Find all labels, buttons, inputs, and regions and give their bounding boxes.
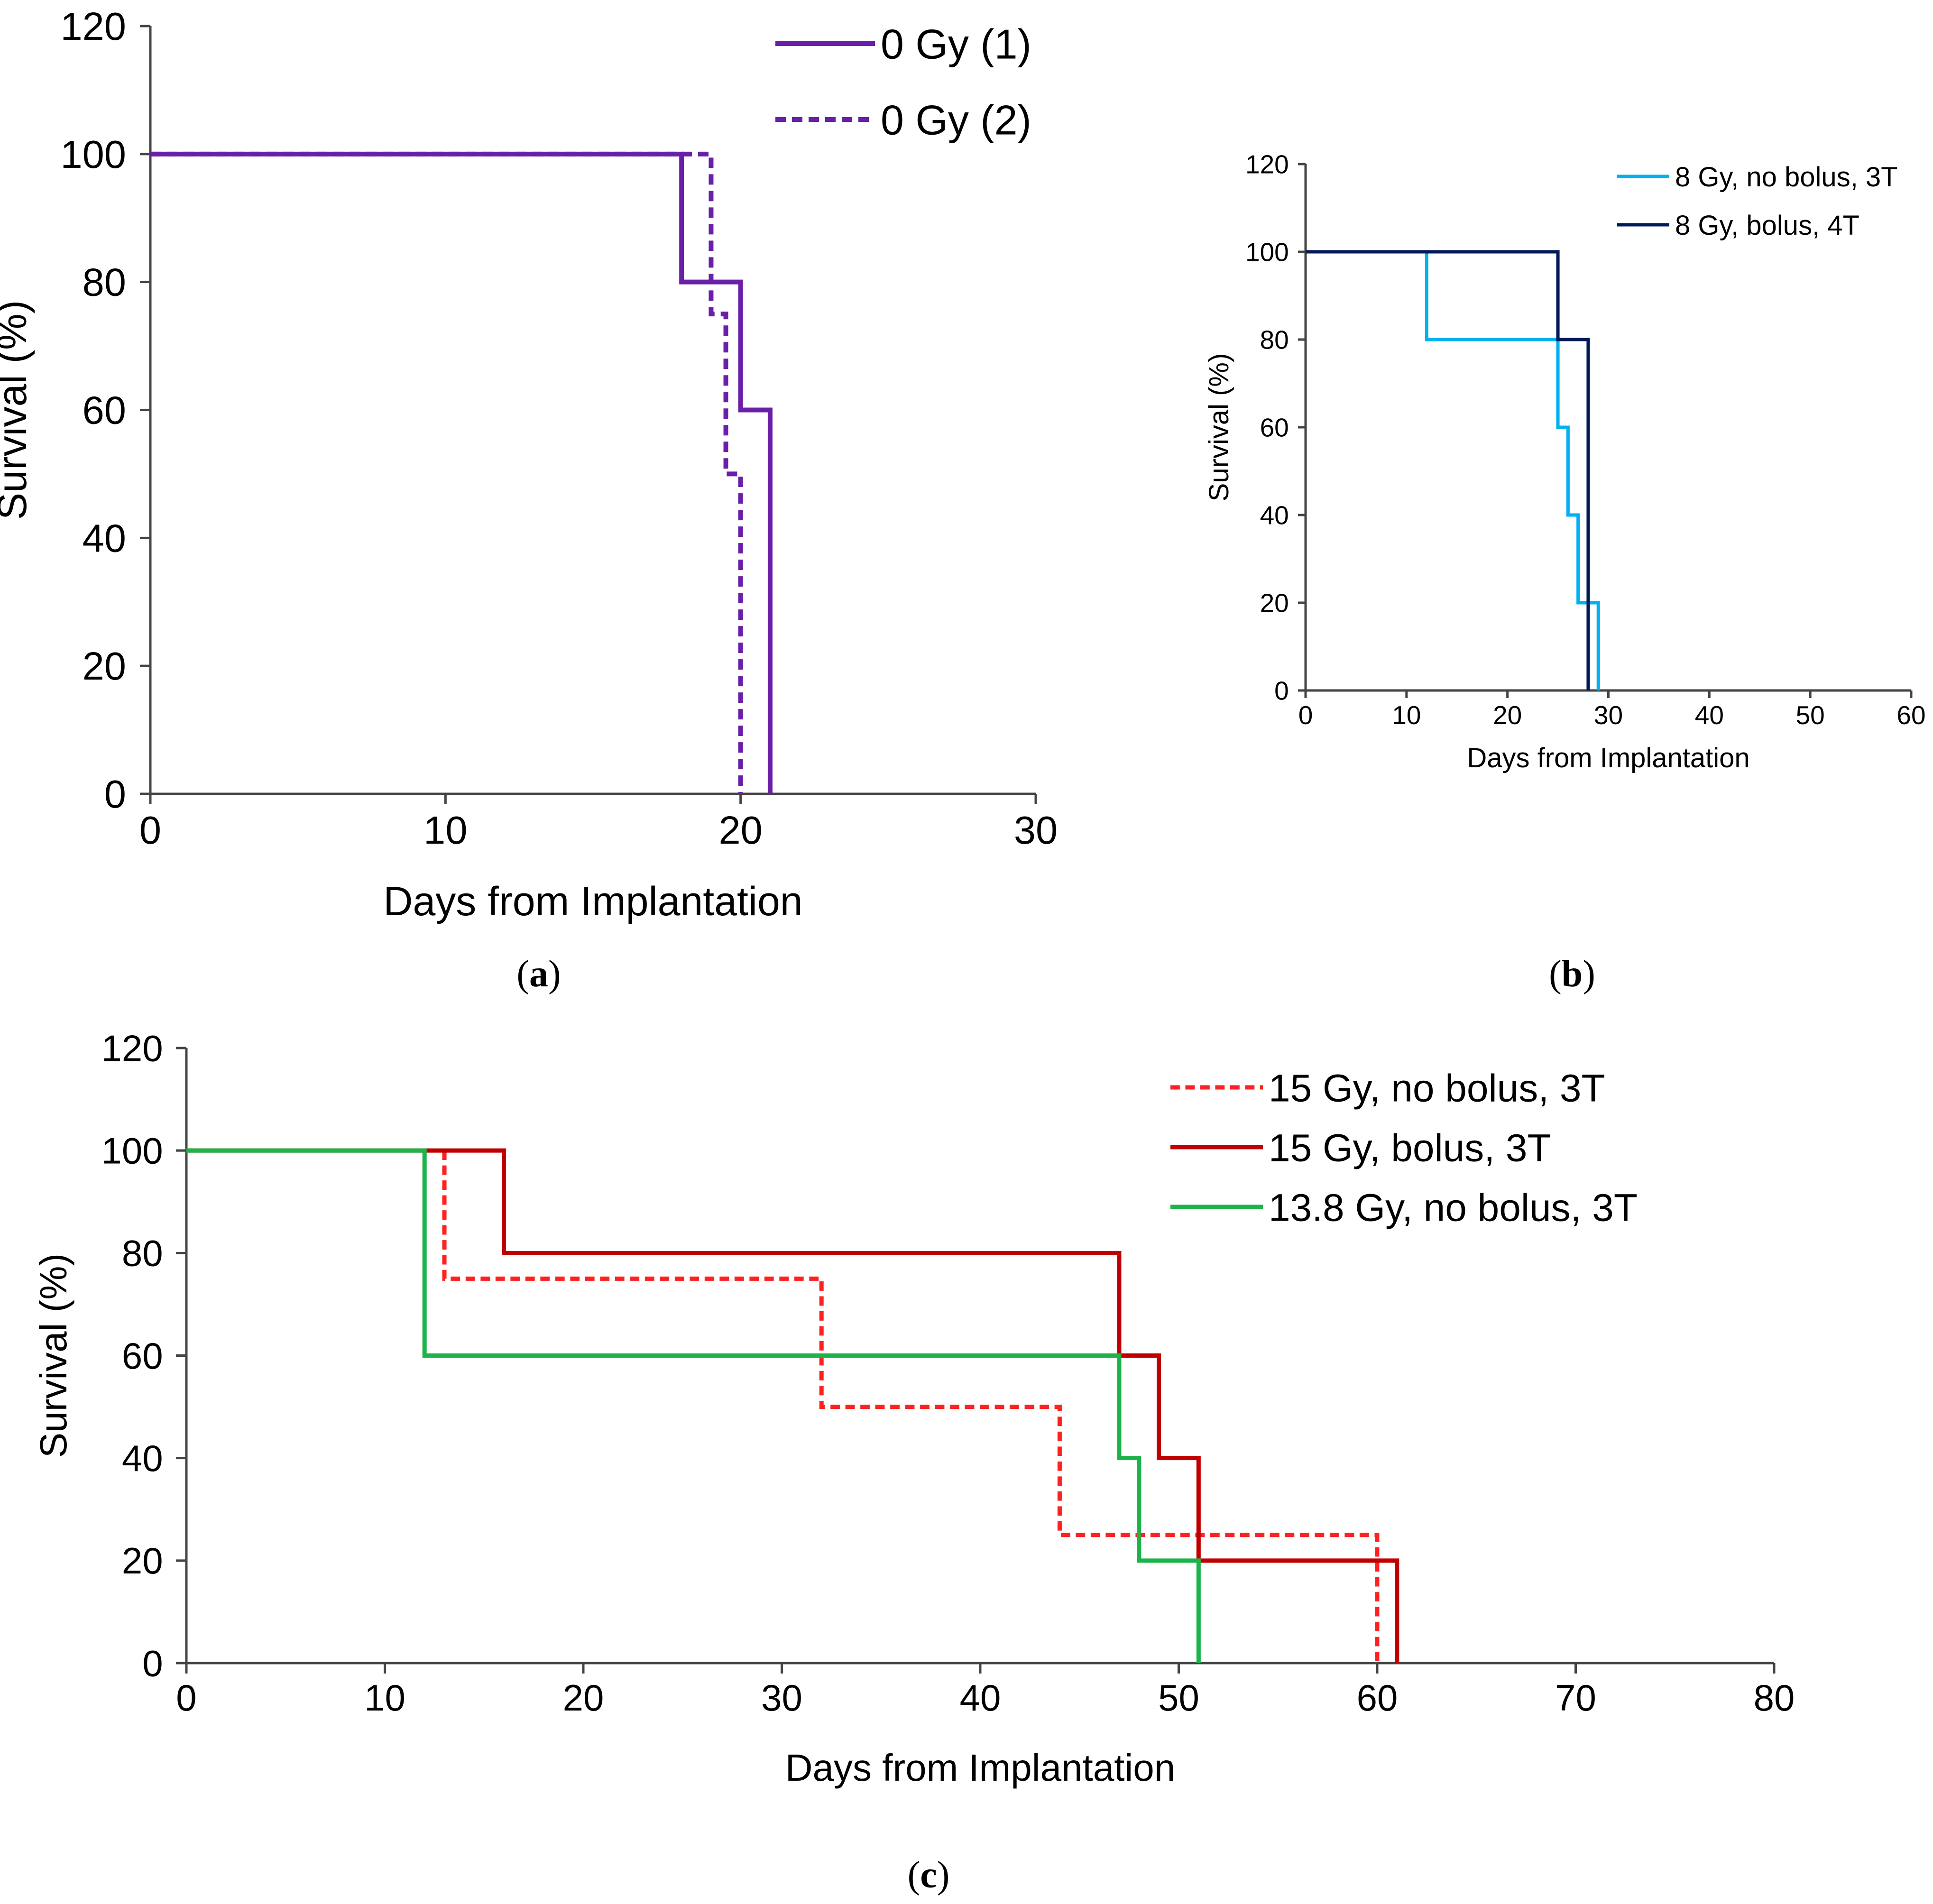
y-tick-label: 100 (60, 132, 126, 176)
x-tick-label: 50 (1796, 700, 1825, 730)
y-tick-label: 120 (60, 4, 126, 48)
panel-letter: b (1562, 953, 1583, 995)
legend-label: 0 Gy (1) (881, 21, 1031, 68)
x-tick-label: 40 (1695, 700, 1724, 730)
x-axis-label: Days from Implantation (1467, 743, 1749, 773)
y-axis-label: Survival (%) (32, 1253, 74, 1458)
x-tick-label: 10 (423, 808, 467, 852)
y-tick-label: 0 (142, 1642, 163, 1684)
y-tick-label: 120 (101, 1027, 163, 1069)
legend-label: 8 Gy, bolus, 4T (1675, 210, 1859, 241)
y-tick-label: 20 (122, 1540, 163, 1582)
chart-panel-a: 0 10 20 30 0 20 40 60 80 100 120 Days from Implanta… (0, 4, 1058, 995)
panel-label: (a) (516, 953, 561, 995)
series-line-2 (1306, 250, 1590, 690)
x-tick-label: 40 (960, 1677, 1001, 1719)
x-tick-label: 50 (1158, 1677, 1199, 1719)
y-tick-label: 0 (104, 772, 126, 816)
panel-letter: a (529, 953, 548, 995)
y-tick-label: 40 (1260, 500, 1289, 530)
series-line-2 (186, 1148, 1399, 1663)
y-tick-label: 40 (122, 1437, 163, 1479)
y-tick-label: 100 (101, 1130, 163, 1171)
y-tick-label: 40 (83, 516, 126, 560)
y-tick-label: 80 (1260, 325, 1289, 354)
y-tick-label: 100 (1245, 237, 1289, 267)
x-tick-label: 0 (139, 808, 161, 852)
panel-label: (b) (1549, 953, 1595, 995)
x-tick-label: 30 (1594, 700, 1623, 730)
x-tick-label: 70 (1555, 1677, 1596, 1719)
series-line-2 (150, 151, 743, 794)
chart-panel-b: 0 10 20 30 40 50 60 0 20 40 60 80 100 120 Days from Im… (1204, 149, 1926, 995)
x-tick-label: 0 (176, 1677, 196, 1719)
panel-letter: c (920, 1854, 937, 1896)
y-tick-label: 120 (1245, 149, 1289, 179)
x-axis-label: Days from Implantation (785, 1747, 1176, 1789)
legend-label: 13.8 Gy, no bolus, 3T (1269, 1187, 1638, 1230)
x-tick-label: 20 (1493, 700, 1522, 730)
x-tick-label: 80 (1754, 1677, 1795, 1719)
legend-label: 0 Gy (2) (881, 97, 1031, 144)
y-tick-label: 20 (83, 644, 126, 688)
panel-label: (c) (908, 1854, 950, 1896)
y-tick-label: 60 (122, 1335, 163, 1377)
legend-label: 15 Gy, bolus, 3T (1269, 1127, 1551, 1170)
legend-label: 15 Gy, no bolus, 3T (1269, 1067, 1605, 1110)
y-tick-label: 60 (1260, 413, 1289, 442)
legend-label: 8 Gy, no bolus, 3T (1675, 162, 1898, 193)
series-line-1 (150, 151, 773, 794)
x-tick-label: 0 (1298, 700, 1313, 730)
x-tick-label: 30 (1014, 808, 1058, 852)
series-line-1 (1306, 250, 1600, 690)
x-tick-label: 20 (719, 808, 763, 852)
series-line-1 (442, 1150, 1380, 1663)
x-axis-label: Days from Implantation (383, 879, 802, 924)
y-axis-label: Survival (%) (0, 300, 35, 520)
y-tick-label: 20 (1260, 588, 1289, 617)
y-tick-label: 80 (122, 1233, 163, 1274)
y-axis-label: Survival (%) (1204, 353, 1234, 502)
x-tick-label: 60 (1357, 1677, 1398, 1719)
x-tick-label: 10 (1392, 700, 1421, 730)
y-tick-label: 60 (83, 388, 126, 432)
y-tick-label: 80 (83, 260, 126, 304)
x-tick-label: 60 (1896, 700, 1925, 730)
x-tick-label: 10 (364, 1677, 405, 1719)
y-tick-label: 0 (1274, 676, 1289, 705)
x-tick-label: 30 (761, 1677, 802, 1719)
chart-panel-c: 0 10 20 30 40 50 60 70 80 0 20 40 60 80 100 120 Days fro… (32, 1027, 1795, 1896)
series-line-3 (186, 1148, 1201, 1663)
x-tick-label: 20 (563, 1677, 604, 1719)
